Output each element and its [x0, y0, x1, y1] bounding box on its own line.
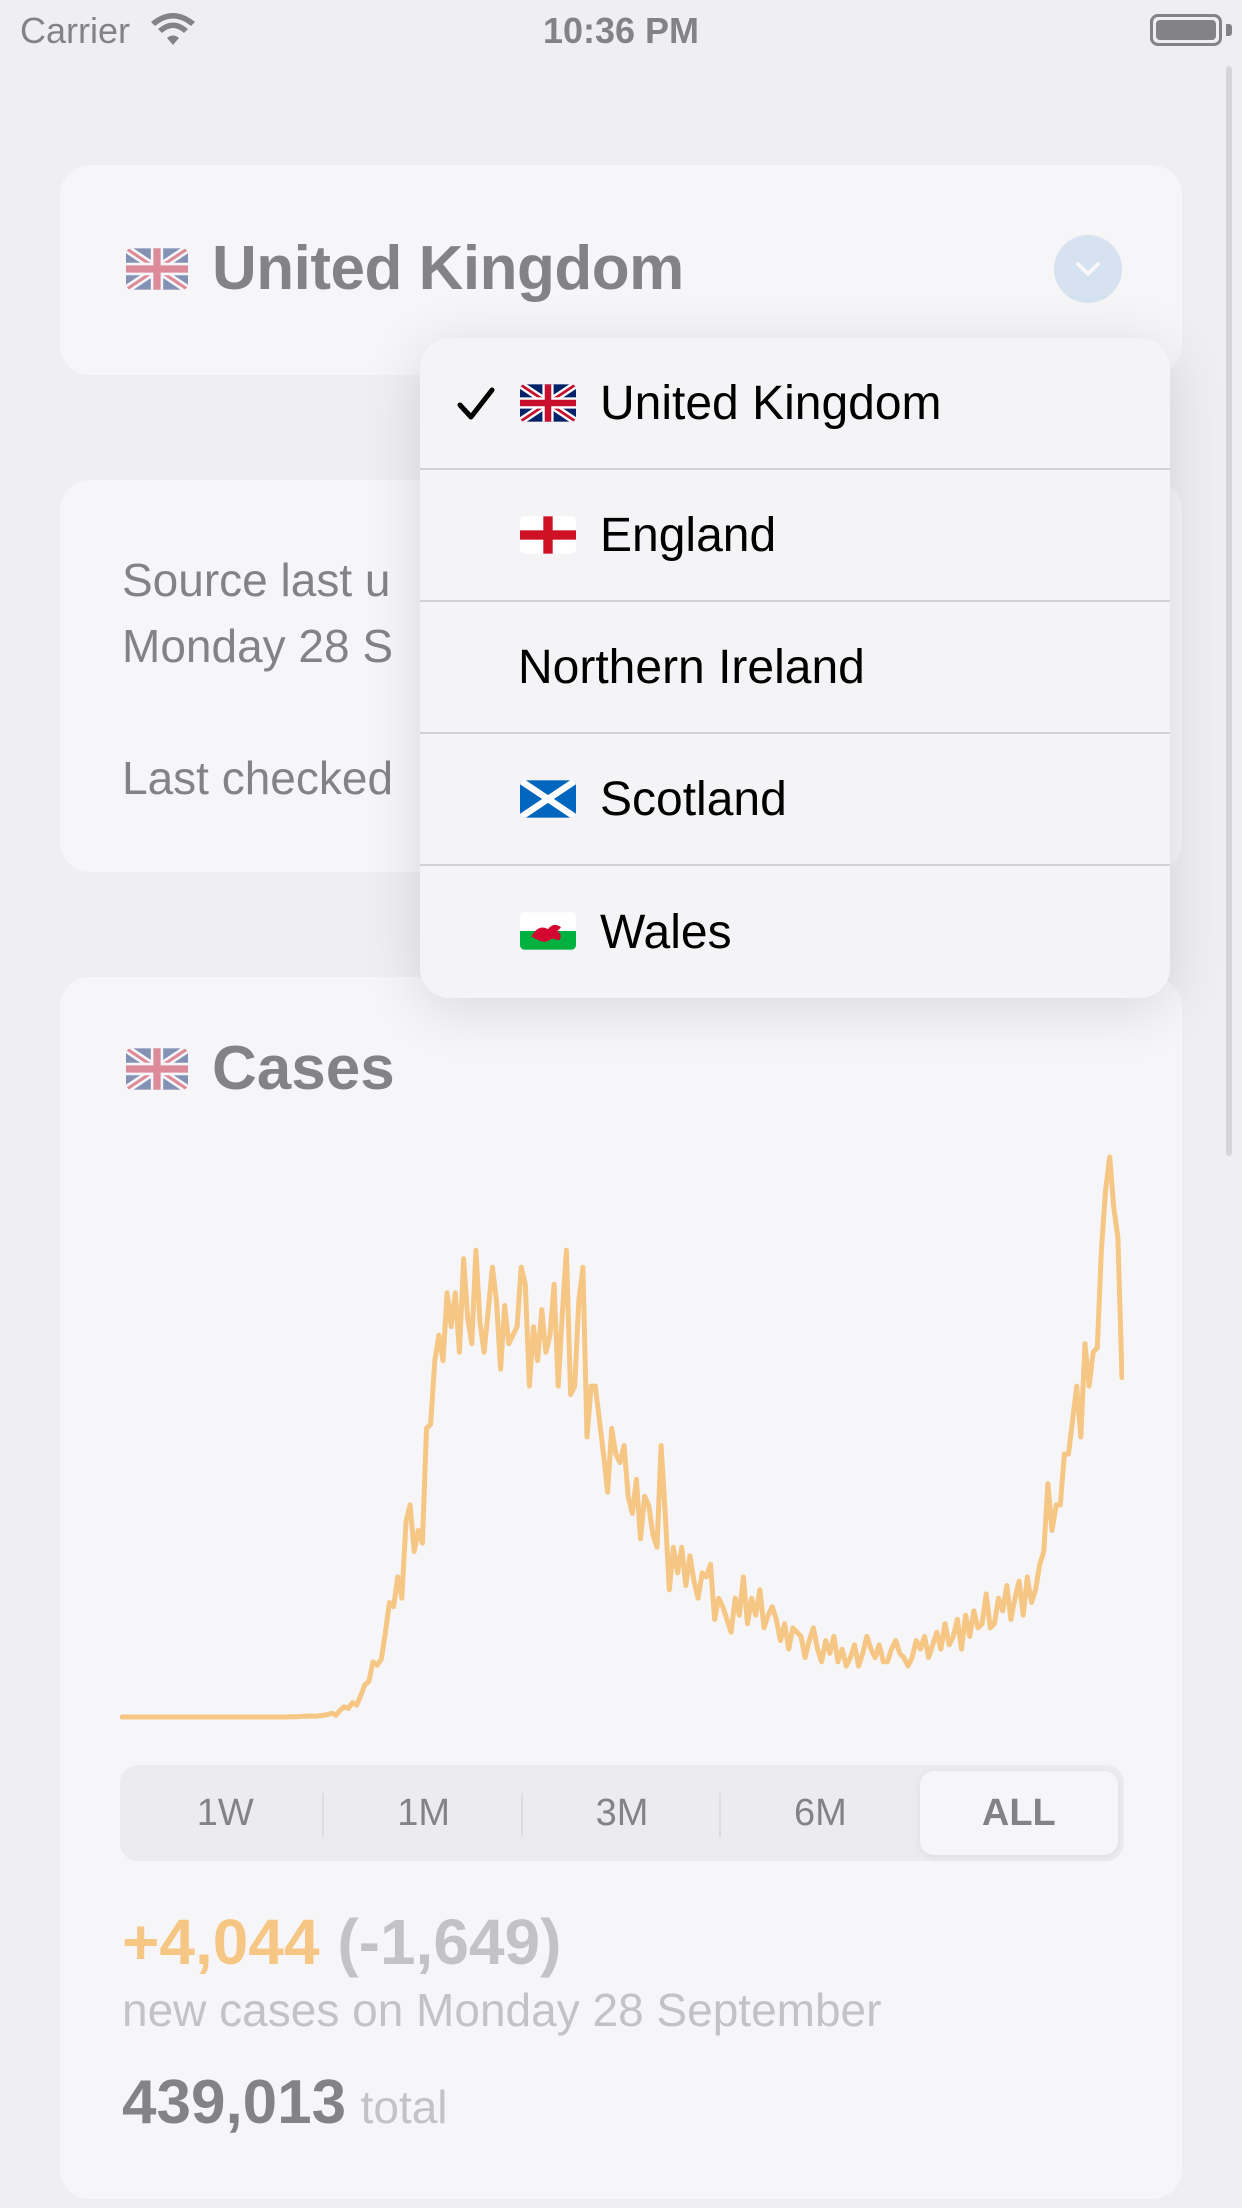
- chevron-down-icon: [1076, 262, 1100, 276]
- range-option-label: 6M: [794, 1791, 847, 1834]
- range-option-1w[interactable]: 1W: [126, 1771, 325, 1855]
- range-option-6m[interactable]: 6M: [721, 1771, 919, 1855]
- cases-header: Cases: [126, 1033, 395, 1104]
- cases-card: Cases 1W 1M 3M 6M ALL +4,044 (-1,649) new ca…: [60, 977, 1182, 2199]
- new-cases-subtitle: new cases on Monday 28 September: [122, 1984, 882, 2036]
- source-updated-date: Monday 28 S: [122, 620, 394, 672]
- status-bar: Carrier 10:36 PM: [0, 0, 1242, 62]
- range-option-label: 1M: [397, 1791, 450, 1834]
- total-cases: 439,013: [122, 2068, 347, 2137]
- scotland-flag-icon: [520, 780, 576, 818]
- menu-item-scotland[interactable]: Scotland: [420, 734, 1170, 866]
- source-updated-label: Source last u: [122, 554, 391, 606]
- menu-item-wales[interactable]: Wales: [420, 866, 1170, 998]
- total-line: 439,013 total: [122, 2067, 448, 2138]
- menu-item-label: Wales: [600, 905, 732, 959]
- clock: 10:36 PM: [542, 10, 700, 51]
- total-label: total: [360, 2081, 448, 2133]
- country-dropdown-button[interactable]: [1054, 235, 1122, 303]
- scrollbar[interactable]: [1226, 66, 1232, 1156]
- cases-title: Cases: [212, 1034, 395, 1103]
- range-option-label: 1W: [196, 1791, 254, 1834]
- range-option-all[interactable]: ALL: [919, 1771, 1119, 1855]
- menu-item-england[interactable]: England: [420, 470, 1170, 602]
- delta-line: +4,044 (-1,649): [122, 1905, 561, 1979]
- uk-flag-icon: [126, 1047, 188, 1090]
- range-option-label: ALL: [981, 1791, 1056, 1834]
- menu-item-label: Scotland: [600, 772, 787, 826]
- cases-line-chart: [120, 1154, 1124, 1720]
- range-option-1m[interactable]: 1M: [324, 1771, 523, 1855]
- delta-change: (-1,649): [337, 1906, 562, 1978]
- battery-icon: [1150, 14, 1222, 46]
- menu-item-label: Northern Ireland: [518, 640, 865, 694]
- uk-flag-icon: [126, 247, 188, 290]
- country-header: United Kingdom: [126, 233, 684, 304]
- range-option-3m[interactable]: 3M: [523, 1771, 722, 1855]
- menu-item-label: England: [600, 508, 777, 562]
- new-cases-delta: +4,044: [122, 1906, 320, 1978]
- country-dropdown-menu: United Kingdom England Northern Ireland Sco…: [420, 338, 1170, 998]
- uk-flag-icon: [520, 384, 576, 422]
- battery-nub: [1226, 24, 1232, 36]
- cases-series-line: [120, 1154, 1124, 1720]
- checkmark-icon: [457, 387, 495, 420]
- menu-item-label: United Kingdom: [600, 376, 942, 430]
- country-title: United Kingdom: [212, 234, 684, 303]
- last-checked-label: Last checked: [122, 752, 394, 804]
- menu-item-united-kingdom[interactable]: United Kingdom: [420, 338, 1170, 470]
- wales-flag-icon: [520, 912, 576, 950]
- range-option-label: 3M: [595, 1791, 649, 1834]
- england-flag-icon: [520, 516, 576, 554]
- range-segmented-control[interactable]: 1W 1M 3M 6M ALL: [120, 1765, 1124, 1861]
- menu-item-northern-ireland[interactable]: Northern Ireland: [420, 602, 1170, 734]
